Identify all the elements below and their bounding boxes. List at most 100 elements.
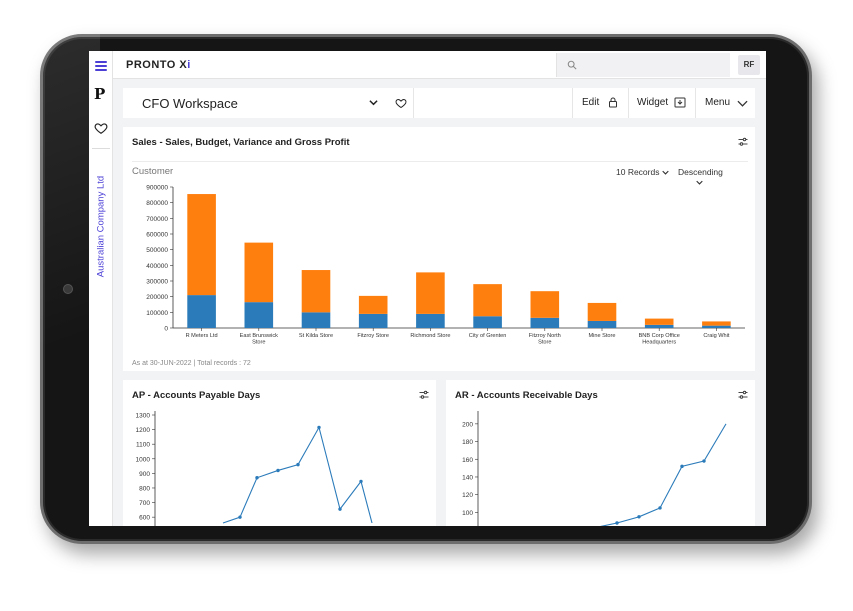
x-tick-label: R Meters Ltd [186, 333, 218, 339]
x-tick-label: City of Grenten [469, 333, 507, 339]
data-point [637, 515, 641, 519]
x-tick-label-line: St Kilda Store [299, 333, 333, 339]
bar-segment [587, 320, 617, 328]
favourites-heart-icon[interactable] [94, 121, 108, 135]
y-tick-label: 200 [462, 421, 473, 428]
x-tick-label-line: Richmond Store [410, 333, 450, 339]
x-tick-label: East Brunswick Store [240, 333, 278, 346]
x-tick-label-line: East Brunswick [240, 333, 278, 339]
workspace-favourite-heart-icon[interactable] [395, 97, 407, 109]
y-tick-label: 0 [164, 326, 168, 333]
ap-line-chart: 600 700 800 900 1000 1100 1200 1300 [136, 411, 373, 526]
y-tick-label: 600 [139, 515, 150, 522]
x-tick-label: BNB Corp Office Headquarters [639, 333, 680, 346]
bar-segment [416, 272, 445, 314]
separator [695, 88, 696, 118]
sales-card: Sales - Sales, Budget, Variance and Gros… [123, 127, 755, 371]
y-tick-label: 1100 [136, 442, 150, 449]
camera-icon [63, 284, 73, 294]
ar-filter-settings-icon[interactable] [738, 390, 748, 400]
x-tick-label-line: Craig Whit [703, 333, 730, 339]
y-tick-label: 600000 [146, 232, 168, 239]
y-tick-label: 200000 [146, 294, 168, 301]
order-value: Descending [678, 167, 723, 177]
y-tick-label: 120 [462, 492, 473, 499]
ar-line-chart: 100 120 140 160 180 200 [462, 411, 727, 526]
menu-button[interactable]: Menu [705, 97, 731, 108]
bar-segment [587, 302, 617, 321]
data-point [238, 515, 242, 519]
app-screen: P Australian Company Ltd PRONTO Xi RF CF… [89, 51, 766, 526]
x-tick-label: Fitzroy North Store [529, 333, 561, 346]
y-tick-label: 1000 [136, 456, 151, 463]
y-tick-label: 800 [139, 485, 150, 492]
y-tick-label: 300000 [146, 279, 168, 286]
chevron-down-icon[interactable] [369, 99, 378, 106]
brand-accent: i [187, 59, 191, 71]
y-tick-label: 900 [139, 471, 150, 478]
bar-segment [644, 324, 674, 328]
y-tick-label: 160 [462, 457, 473, 464]
x-tick-label-line: BNB Corp Office [639, 333, 680, 339]
x-tick-label-line: Store [252, 340, 265, 346]
bar-segment [244, 302, 274, 328]
bar-segment [187, 295, 216, 328]
y-tick-label: 700 [139, 500, 150, 507]
y-tick-label: 400000 [146, 263, 168, 270]
ar-card: AR - Accounts Receivable Days 100 120 140 1… [446, 380, 755, 526]
data-point [680, 464, 684, 469]
ap-card-title: AP - Accounts Payable Days [132, 390, 261, 401]
y-tick-label: 700000 [146, 216, 168, 223]
hamburger-menu-icon[interactable] [95, 61, 107, 71]
data-point [658, 506, 662, 510]
x-tick-label: Richmond Store [410, 333, 450, 339]
bar-segment [416, 313, 445, 328]
brand-main: PRONTO X [126, 59, 188, 71]
y-tick-label: 900000 [146, 185, 168, 192]
separator [413, 88, 414, 118]
y-tick-label: 100 [462, 510, 473, 517]
data-point [317, 425, 321, 430]
bar-segment [644, 318, 674, 325]
x-tick-label-line: Headquarters [642, 340, 676, 346]
sales-subheader: Customer 10 Records Descending [132, 161, 748, 185]
widget-button[interactable]: Widget [637, 97, 669, 108]
records-value: 10 Records [616, 167, 660, 177]
bar-segment [530, 291, 560, 318]
menu-chevron-down-icon[interactable] [737, 100, 748, 107]
bar-segment [301, 270, 331, 313]
brand-logo: PRONTO Xi [126, 59, 191, 71]
sales-card-title: Sales - Sales, Budget, Variance and Gros… [132, 137, 350, 148]
bar-segment [473, 316, 502, 328]
records-select[interactable]: 10 Records [616, 167, 669, 177]
user-avatar[interactable]: RF [738, 55, 760, 75]
bar-segment [244, 242, 274, 303]
left-rail: P Australian Company Ltd [89, 51, 113, 526]
separator [628, 88, 629, 118]
data-point [276, 468, 280, 473]
y-tick-label: 100000 [146, 310, 168, 317]
sales-bar-chart: 0 100000 200000 300000 400000 500000 600000 700… [146, 185, 745, 346]
bar-segment [702, 321, 731, 326]
series-line [222, 425, 373, 524]
data-point [615, 521, 619, 525]
x-tick-label: Craig Whit [703, 333, 730, 339]
company-name[interactable]: Australian Company Ltd [95, 175, 107, 278]
order-select[interactable]: Descending [678, 167, 748, 187]
separator [572, 88, 573, 118]
x-tick-label: Fitzroy Store [357, 333, 389, 339]
search-input[interactable] [556, 53, 730, 77]
filter-settings-icon[interactable] [738, 137, 748, 147]
workspace-title[interactable]: CFO Workspace [142, 96, 238, 111]
y-tick-label: 140 [462, 474, 473, 481]
ap-filter-settings-icon[interactable] [419, 390, 429, 400]
edit-button[interactable]: Edit [582, 97, 600, 108]
workspace-bar: CFO Workspace Edit Widget Menu [123, 88, 755, 118]
x-tick-label-line: Fitzroy North [529, 333, 561, 339]
data-point [702, 459, 706, 463]
x-tick-label: Mine Store [588, 333, 615, 339]
x-tick-label-line: Mine Store [588, 333, 615, 339]
group-label: Customer [132, 166, 174, 177]
y-tick-label: 180 [462, 439, 473, 446]
y-tick-label: 1200 [136, 427, 151, 434]
